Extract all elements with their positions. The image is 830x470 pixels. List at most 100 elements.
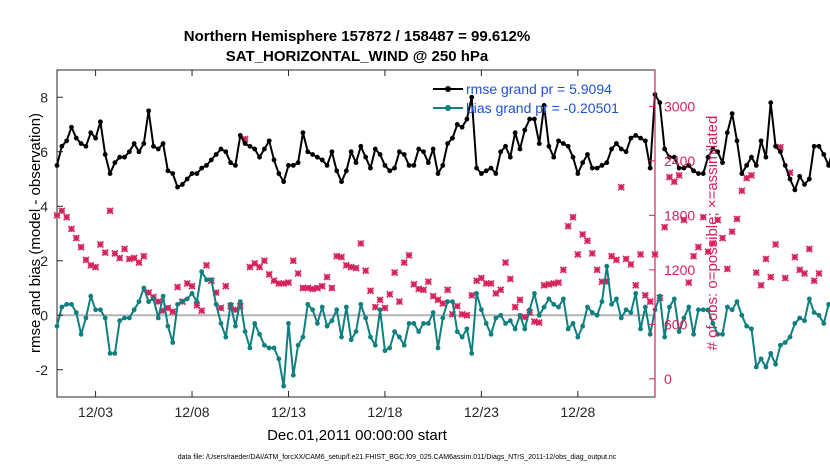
rmse-point [223,149,229,155]
x-tick-label: 12/28 [560,404,595,420]
obs-marker-stroke [718,234,727,242]
rmse-point [720,160,725,166]
data-file-footer: data file: /Users/raeder/DAI/ATM_forcXX/… [178,454,617,461]
bias-point [671,296,677,302]
bias-point [806,296,812,302]
obs-marker [492,289,500,298]
obs-marker-stroke [328,284,336,292]
rmse-point [343,168,349,174]
bias-point [517,312,523,318]
bias-point [179,299,185,305]
obs-marker [579,230,587,238]
y-axis-right-ticks: 0 600 1200 1800 2400 3000 [649,70,695,397]
bias-point [551,301,557,307]
obs-marker-stroke [246,263,254,271]
obs-marker-stroke [632,281,640,289]
obs-marker-stroke [381,304,389,312]
rmse-point [498,149,504,155]
rmse-point [290,162,296,168]
obs-marker [405,251,413,259]
x-tick-label: 12/03 [78,404,113,420]
obs-marker-stroke [371,303,379,311]
rmse-point [392,165,397,171]
obs-marker [535,318,543,327]
obs-marker [468,291,476,299]
obs-marker-stroke [193,301,201,309]
obs-marker-stroke [405,251,413,259]
bias-point [589,310,595,315]
rmse-point [257,154,262,160]
bias-point [131,307,137,313]
rmse-point [551,154,557,160]
obs-marker-stroke [791,253,799,261]
bias-point [560,296,566,302]
rmse-point [358,143,364,149]
bias-point [744,323,750,329]
bias-point [368,334,373,340]
obs-marker [805,245,813,253]
obs-marker-stroke [487,279,495,288]
bias-point [724,304,730,310]
rmse-point [107,171,113,176]
rmse-point [724,130,730,136]
rmse-point [816,143,822,149]
rmse-point [435,171,441,176]
obs-marker [752,268,760,277]
bias-point [450,299,455,305]
obs-marker [439,299,447,308]
obs-marker-stroke [424,278,432,286]
obs-marker [120,245,129,253]
x-axis-ticks: 12/03 12/08 12/13 12/18 12/23 12/28 [78,70,596,420]
obs-marker [260,257,268,265]
rmse-point [184,176,190,182]
obs-marker-stroke [284,278,293,287]
obs-marker-stroke [130,254,138,262]
obs-marker [501,259,510,267]
obs-marker-stroke [694,243,702,251]
rmse-point [570,154,576,160]
rmse-point [527,116,533,122]
obs-marker-stroke [217,304,225,312]
obs-marker [444,286,452,294]
obs-marker [704,248,712,256]
obs-marker [169,308,177,316]
bias-point [228,301,234,307]
rmse-point [372,146,378,152]
bias-point [777,342,783,348]
obs-marker-stroke [309,285,317,293]
y-tick-label: 2 [40,253,48,269]
bias-point [416,329,422,334]
rmse-point [532,116,537,122]
rmse-point [739,171,745,176]
rmse-point [618,146,624,152]
bias-point [329,318,335,324]
obs-marker-stroke [173,283,182,291]
bias-point [102,315,108,321]
bias-point [527,307,533,313]
obs-marker-stroke [111,249,119,258]
obs-marker-stroke [771,240,780,248]
bias-point [507,318,513,324]
obs-marker-stroke [120,245,129,253]
y-axis-left-ticks: -2 0 2 4 6 8 [36,89,63,378]
obs-marker-stroke [714,216,722,224]
bias-point [112,351,118,356]
obs-marker [723,265,731,273]
obs-marker-stroke [641,291,649,299]
bias-point [739,312,745,318]
obs-marker-stroke [410,280,418,288]
bias-point [614,296,619,302]
rmse-point [517,146,523,152]
obs-marker-stroke [579,230,587,238]
x-tick-label: 12/13 [271,404,306,420]
y-right-tick-label: 3000 [664,98,695,114]
obs-marker-stroke [757,281,765,289]
chart-title: Northern Hemisphere 157872 / 158487 = 99… [184,28,530,45]
rmse-point [797,173,803,179]
bias-point [146,299,152,305]
obs-marker-stroke [709,239,717,248]
obs-marker-stroke [342,261,350,269]
rmse-point [348,149,354,155]
obs-marker [791,253,799,261]
rmse-point [556,138,561,144]
